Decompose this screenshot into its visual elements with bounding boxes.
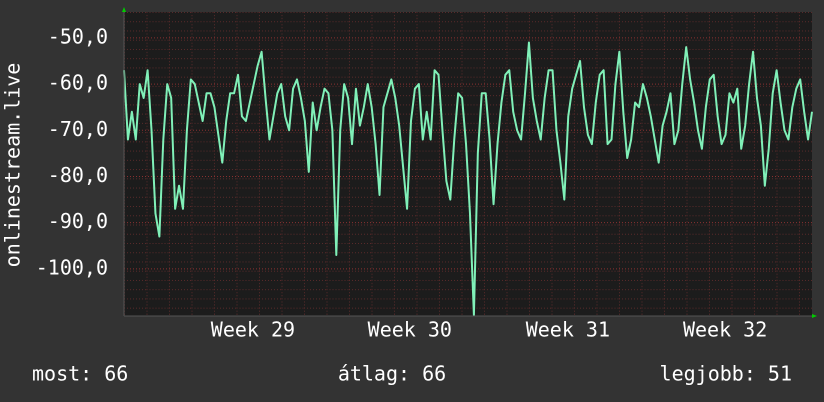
stat-current: most: 66	[32, 362, 128, 386]
y-axis-title: onlinestream.live	[1, 63, 25, 268]
y-tick-label: -100,0	[36, 255, 108, 279]
data-line	[123, 41, 813, 317]
x-tick-label: Week 30	[368, 318, 452, 342]
axis-arrow	[122, 7, 126, 12]
x-tick-label: Week 31	[526, 318, 610, 342]
axis-arrow	[812, 314, 817, 318]
x-tick-label: Week 32	[683, 318, 767, 342]
stat-best: legjobb: 51	[660, 362, 792, 386]
x-tick-label: Week 29	[211, 318, 295, 342]
y-tick-label: -50,0	[48, 24, 108, 48]
stat-average: átlag: 66	[338, 362, 446, 386]
y-tick-label: -90,0	[48, 209, 108, 233]
y-tick-label: -80,0	[48, 163, 108, 187]
y-tick-label: -60,0	[48, 71, 108, 95]
y-tick-label: -70,0	[48, 117, 108, 141]
